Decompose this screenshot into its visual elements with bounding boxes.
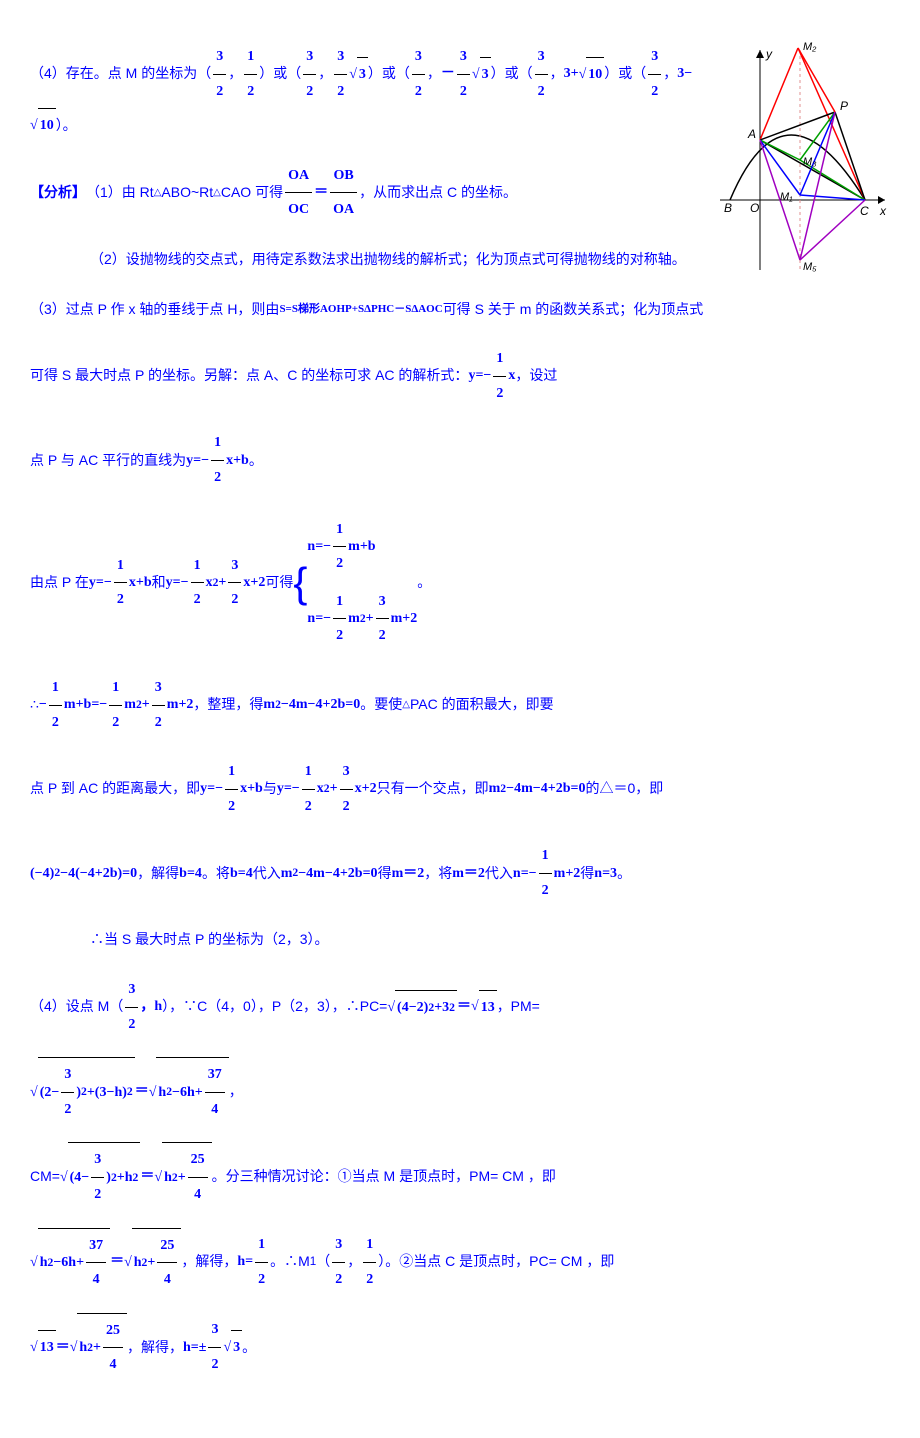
svg-text:C: C — [860, 204, 869, 218]
analysis-4b: (2−32)2+(3−h)2 ＝ h2−6h+374 ， — [30, 1057, 890, 1126]
analysis-3b: 可得 S 最大时点 P 的坐标。另解：点 A、C 的坐标可求 AC 的解析式： … — [30, 342, 890, 410]
analysis-4a: （4）设点 M（ 32 ，h ），∵C（4，0），P（2，3），∴PC= (4−… — [30, 973, 890, 1041]
svg-text:O: O — [750, 201, 759, 215]
svg-text:M₂: M₂ — [803, 41, 817, 53]
analysis-3f: 点 P 到 AC 的距离最大，即 y=−12x+b 与 y=−12x2+32x+… — [30, 755, 890, 823]
analysis-3d: 由点 P 在 y=−12x+b 和 y=−12x2+32x+2 可得 { n=−… — [30, 511, 890, 655]
analysis-4e: 13 ＝ h2+254 ，解得， h=±32 3 。 — [30, 1313, 890, 1382]
analysis-1: 【分析】 （1）由 Rt△ABO~Rt△CAO 可得 OAOC ＝ OBOA ，… — [30, 159, 702, 227]
svg-text:M₁: M₁ — [780, 191, 793, 203]
analysis-2: （2）设抛物线的交点式，用待定系数法求出抛物线的解析式；化为顶点式可得抛物线的对… — [30, 243, 702, 277]
svg-text:M₃: M₃ — [803, 156, 817, 168]
svg-text:x: x — [879, 204, 887, 218]
svg-text:y: y — [765, 47, 773, 61]
analysis-3-result: ∴当 S 最大时点 P 的坐标为（2，3）。 — [30, 923, 890, 957]
svg-text:M₅: M₅ — [803, 261, 817, 273]
svg-text:P: P — [840, 99, 848, 113]
analysis-3: （3）过点 P 作 x 轴的垂线于点 H，则由 S=S梯形AOHP+SΔPHC－… — [30, 293, 890, 327]
svg-text:A: A — [747, 127, 756, 141]
analysis-3c: 点 P 与 AC 平行的直线为 y=− 12 x+b 。 — [30, 426, 890, 494]
analysis-3e: ∴ −12m+b=−12m2+32m+2 ，整理，得 m2−4m−4+2b=0 … — [30, 671, 890, 739]
svg-text:B: B — [724, 201, 732, 215]
analysis-4d: h2−6h+374 ＝ h2+254 ，解得， h=12 。∴M1（ 32， 1… — [30, 1228, 890, 1297]
answer-4: （4）存在。点 M 的坐标为（ 32， 12 ）或（ 32， 32 3 ）或（ … — [30, 40, 702, 143]
analysis-3g: (−4)2−4(−4+2b)=0 ，解得b=4。将b=4代入 m2−4m−4+2… — [30, 839, 890, 907]
geometry-figure: A B O C x y P M₂ M₃ M₁ M₅ — [710, 40, 890, 280]
analysis-4c: CM= (4−32)2+h2 ＝ h2+254 。分三种情况讨论：①当点 M 是… — [30, 1142, 890, 1211]
